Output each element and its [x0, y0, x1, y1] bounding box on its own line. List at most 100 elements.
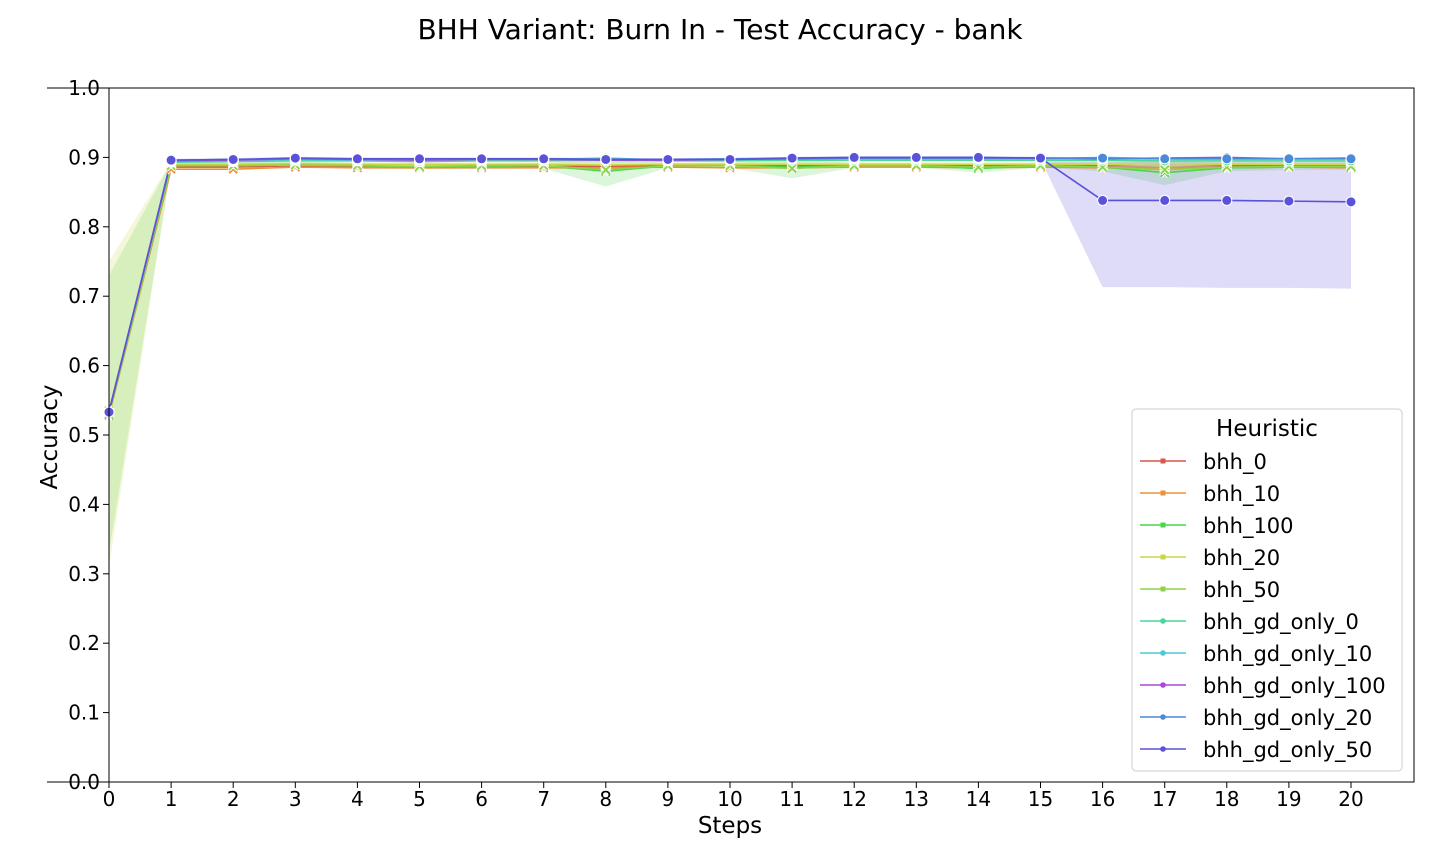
point-bhh_50	[786, 163, 798, 174]
x-tick-label: 18	[1214, 787, 1239, 811]
y-tick-label: 1.0	[68, 76, 100, 100]
legend-marker	[1160, 650, 1166, 656]
y-axis: 0.0 0.1 0.2 0.3 0.4 0.5 0.6 0.7 0.8 0.9 1.0	[47, 76, 109, 794]
x-tick-label: 9	[662, 787, 675, 811]
legend-item-bhh_gd_only_50: bhh_gd_only_50	[1140, 738, 1372, 763]
y-tick-label: 0.6	[68, 354, 100, 378]
x-tick-label: 7	[537, 787, 550, 811]
legend-marker	[1160, 586, 1166, 592]
legend-marker	[1160, 682, 1166, 688]
x-tick-label: 16	[1090, 787, 1115, 811]
legend-marker	[1160, 490, 1166, 496]
legend-item-bhh_gd_only_100: bhh_gd_only_100	[1140, 674, 1386, 699]
point-bhh_gd_only_50	[910, 151, 922, 163]
point-bhh_gd_only_50	[1345, 196, 1357, 208]
confidence-bands	[109, 156, 1351, 567]
point-bhh_gd_only_50	[724, 153, 736, 165]
y-tick-label: 0.9	[68, 145, 100, 169]
point-bhh_50	[1159, 164, 1171, 176]
legend-item-bhh_gd_only_20: bhh_gd_only_20	[1140, 706, 1372, 731]
legend-label: bhh_gd_only_100	[1203, 674, 1386, 699]
point-bhh_gd_only_50	[165, 154, 177, 166]
legend-label: bhh_20	[1203, 546, 1280, 571]
point-bhh_gd_only_20	[1283, 153, 1295, 165]
point-bhh_gd_only_50	[1159, 194, 1171, 206]
series-markers	[103, 151, 1357, 421]
y-tick-label: 0.0	[68, 770, 100, 794]
band-bhh_gd_only_50	[109, 156, 1351, 413]
legend-item-bhh_0: bhh_0	[1140, 450, 1267, 475]
x-tick-label: 2	[227, 787, 240, 811]
point-bhh_gd_only_50	[972, 151, 984, 163]
legend-item-bhh_100: bhh_100	[1140, 514, 1294, 539]
y-tick-label: 0.2	[68, 631, 100, 655]
point-bhh_gd_only_20	[1345, 153, 1357, 165]
x-tick-label: 14	[966, 787, 991, 811]
point-bhh_gd_only_50	[848, 151, 860, 163]
legend-marker	[1160, 746, 1166, 752]
point-bhh_gd_only_50	[414, 153, 425, 165]
legend-label: bhh_gd_only_50	[1203, 738, 1372, 763]
legend: Heuristic bhh_0 bhh_10 bhh_100 bhh_20 bhh_50…	[1131, 408, 1403, 772]
legend-item-bhh_gd_only_0: bhh_gd_only_0	[1140, 610, 1359, 635]
legend-label: bhh_0	[1203, 450, 1267, 475]
x-tick-label: 19	[1276, 787, 1301, 811]
point-bhh_gd_only_50	[538, 153, 550, 165]
x-axis: 0 1 2 3 4 5 6 7 8 9 10 11 12 13 14 15 16 17 18 19 20	[103, 782, 1364, 811]
y-tick-label: 0.1	[68, 701, 100, 725]
y-tick-label: 0.5	[68, 423, 100, 447]
x-tick-label: 17	[1152, 787, 1177, 811]
point-bhh_gd_only_50	[1283, 195, 1295, 207]
x-tick-label: 12	[841, 787, 866, 811]
y-axis-label: Accuracy	[37, 384, 63, 489]
point-bhh_gd_only_50	[476, 153, 488, 165]
x-tick-label: 20	[1338, 787, 1363, 811]
point-bhh_gd_only_20	[1221, 153, 1233, 165]
x-tick-label: 13	[904, 787, 929, 811]
chart-title: BHH Variant: Burn In - Test Accuracy - b…	[417, 13, 1023, 46]
legend-label: bhh_gd_only_10	[1203, 642, 1372, 667]
point-bhh_gd_only_50	[1097, 194, 1109, 206]
x-tick-label: 10	[717, 787, 742, 811]
y-tick-label: 0.8	[68, 215, 100, 239]
legend-marker	[1160, 714, 1166, 720]
legend-label: bhh_100	[1203, 514, 1294, 539]
x-tick-label: 15	[1028, 787, 1053, 811]
point-bhh_50	[600, 164, 612, 176]
x-axis-label: Steps	[698, 813, 762, 839]
point-bhh_gd_only_50	[786, 152, 798, 164]
legend-marker	[1160, 458, 1166, 464]
x-tick-label: 5	[413, 787, 426, 811]
point-bhh_gd_only_50	[351, 153, 363, 165]
legend-item-bhh_gd_only_10: bhh_gd_only_10	[1140, 642, 1372, 667]
x-tick-label: 0	[103, 787, 116, 811]
legend-marker	[1160, 618, 1166, 624]
point-bhh_gd_only_50	[289, 152, 301, 164]
legend-label: bhh_gd_only_20	[1203, 706, 1372, 731]
x-tick-label: 8	[599, 787, 612, 811]
legend-item-bhh_50: bhh_50	[1140, 578, 1280, 603]
legend-title: Heuristic	[1216, 416, 1318, 442]
point-bhh_gd_only_20	[1159, 153, 1171, 165]
legend-label: bhh_50	[1203, 578, 1280, 603]
x-tick-label: 3	[289, 787, 302, 811]
legend-marker	[1160, 522, 1166, 528]
y-tick-label: 0.4	[68, 492, 100, 516]
x-tick-label: 1	[165, 787, 178, 811]
legend-item-bhh_10: bhh_10	[1140, 482, 1280, 507]
legend-marker	[1160, 554, 1166, 560]
legend-item-bhh_20: bhh_20	[1140, 546, 1280, 571]
legend-label: bhh_10	[1203, 482, 1280, 507]
point-bhh_gd_only_50	[227, 153, 239, 165]
y-tick-label: 0.3	[68, 562, 100, 586]
point-bhh_gd_only_20	[1097, 152, 1109, 164]
point-bhh_gd_only_50	[1035, 152, 1046, 164]
y-tick-label: 0.7	[68, 284, 100, 308]
legend-frame	[1131, 408, 1403, 772]
x-tick-label: 6	[475, 787, 488, 811]
x-tick-label: 4	[351, 787, 364, 811]
point-bhh_gd_only_50	[662, 153, 674, 165]
point-bhh_gd_only_50	[600, 153, 612, 165]
legend-label: bhh_gd_only_0	[1203, 610, 1359, 635]
